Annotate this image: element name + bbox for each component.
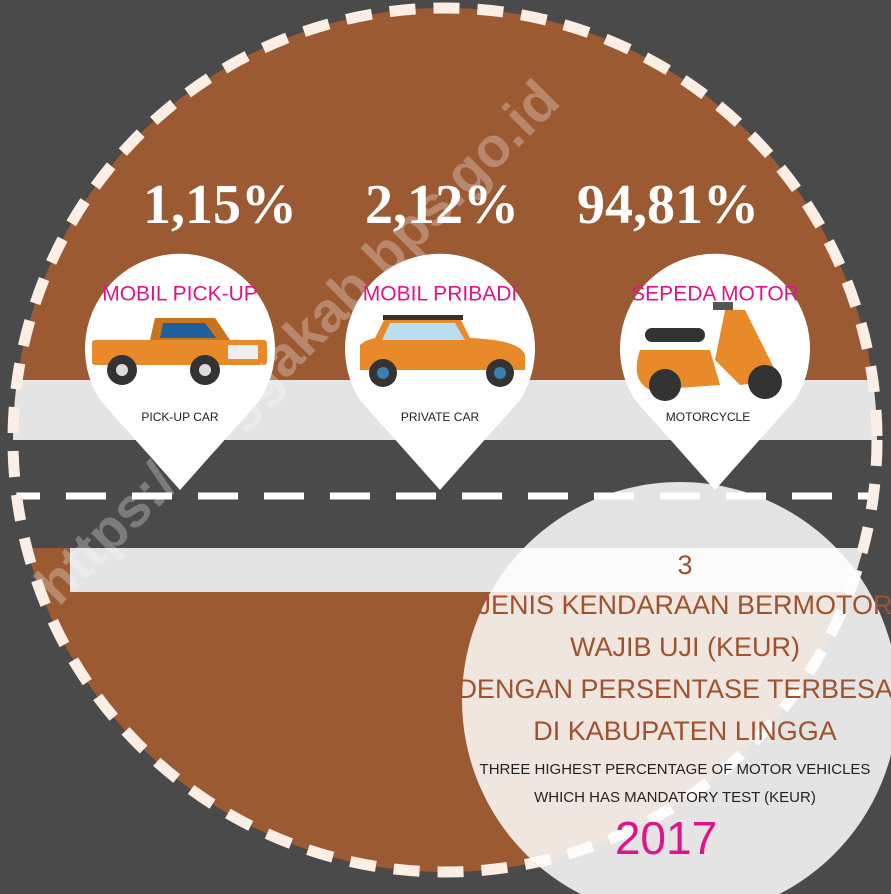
info-line-en: WHICH HAS MANDATORY TEST (KEUR): [534, 789, 816, 806]
percent: 94,81%: [577, 174, 759, 236]
vehicle-subtitle: PICK-UP CAR: [141, 410, 218, 424]
vehicle-title: MOBIL PRIBADI: [363, 283, 517, 306]
info-line: WAJIB UJI (KEUR): [570, 632, 800, 662]
info-line: DI KABUPATEN LINGGA: [533, 716, 837, 746]
vehicle-subtitle: PRIVATE CAR: [401, 410, 480, 424]
vehicle-subtitle: MOTORCYCLE: [666, 410, 750, 424]
vehicle-title: SEPEDA MOTOR: [631, 283, 799, 306]
percent: 1,15%: [143, 174, 297, 236]
year: 2017: [615, 812, 717, 864]
info-line: DENGAN PERSENTASE TERBESAR: [457, 674, 891, 704]
infographic: https://linggakab.bps.go.id 1,15%MOBIL P…: [0, 0, 891, 894]
info-number: 3: [677, 550, 692, 580]
percent: 2,12%: [365, 174, 519, 236]
vehicle-title: MOBIL PICK-UP: [102, 283, 258, 306]
info-line: JENIS KENDARAAN BERMOTOR: [477, 590, 891, 620]
info-line-en: THREE HIGHEST PERCENTAGE OF MOTOR VEHICL…: [480, 761, 871, 778]
